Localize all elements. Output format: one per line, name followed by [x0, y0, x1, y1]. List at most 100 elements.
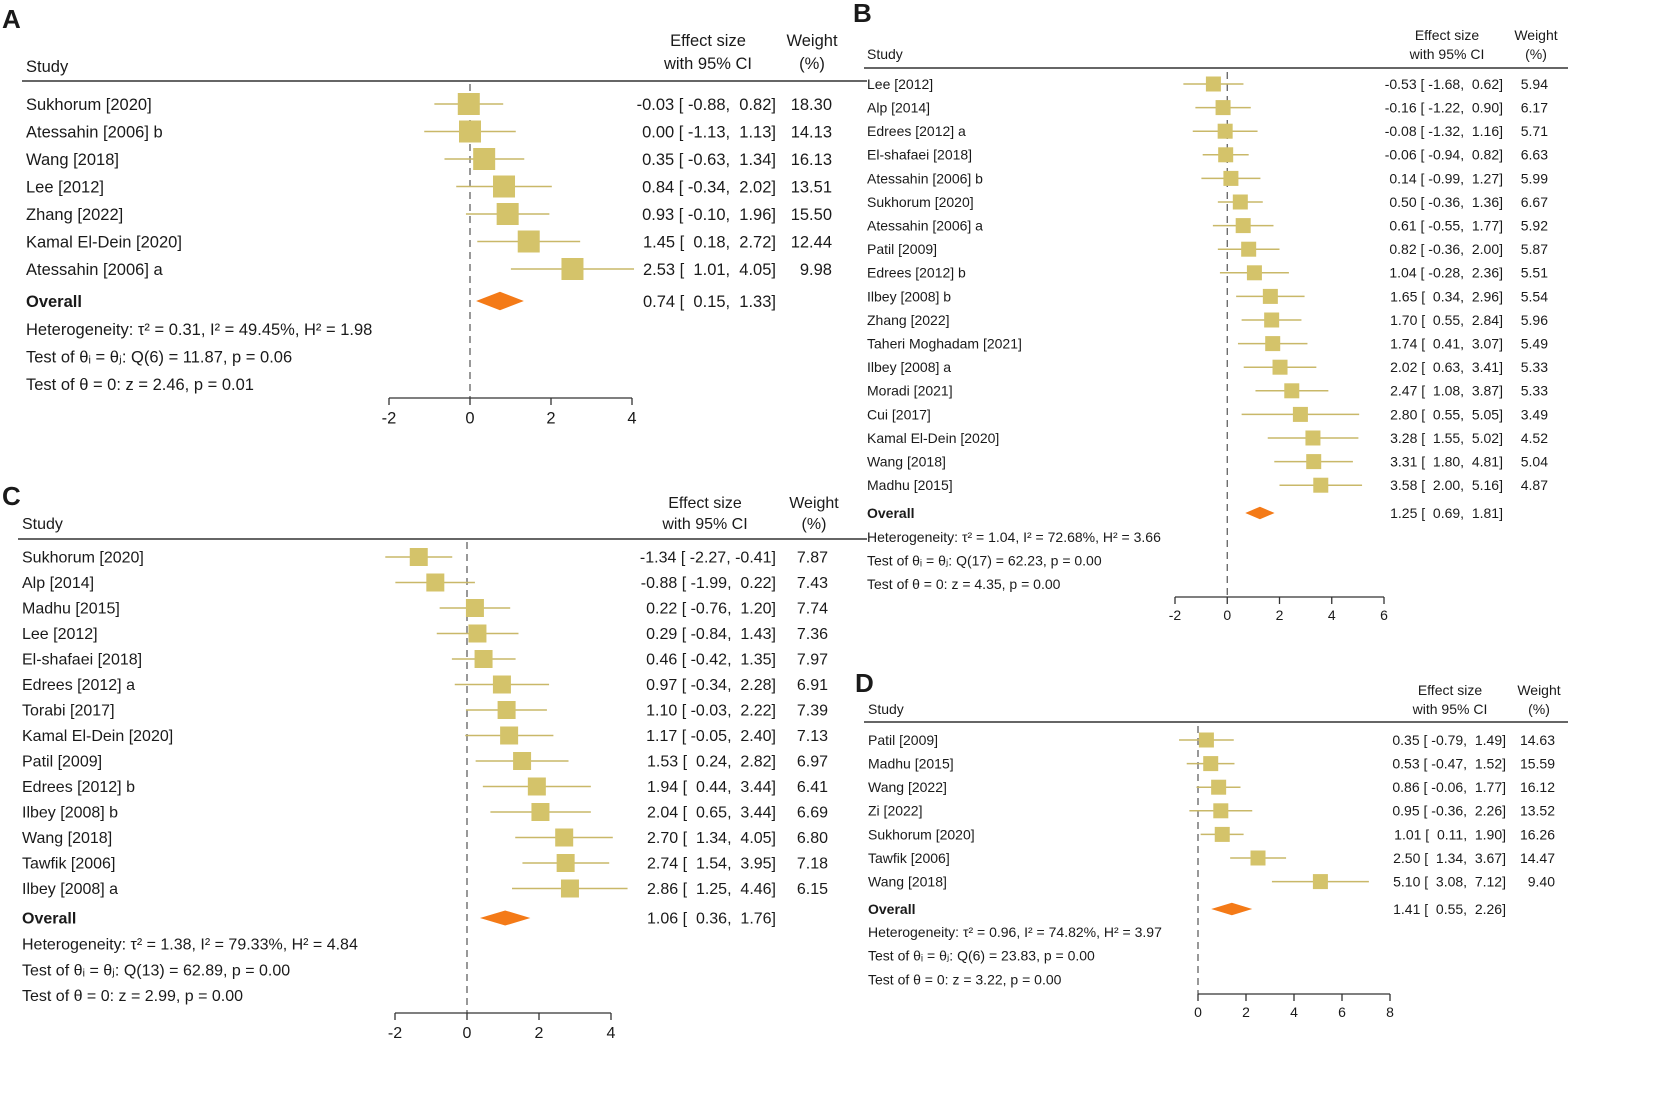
x-tick-label: 4 — [1328, 607, 1336, 623]
study-column-header: Study — [22, 516, 63, 533]
effect-size-ci-value: 0.82 [ -0.36, 2.00] — [1389, 241, 1503, 257]
effect-square — [465, 599, 484, 617]
weight-value: 7.18 — [797, 856, 828, 873]
effect-square — [1198, 732, 1214, 748]
weight-header-unit: (%) — [802, 516, 827, 533]
effect-size-ci-value: 0.14 [ -0.99, 1.27] — [1389, 170, 1503, 186]
effect-size-header: Effect size — [1418, 682, 1483, 698]
effect-square — [527, 777, 546, 796]
study-label: Edrees [2012] b — [22, 779, 135, 796]
effect-size-ci-value: -1.34 [ -2.27, -0.41] — [640, 550, 776, 567]
effect-square — [1235, 218, 1251, 234]
effect-square — [1213, 803, 1229, 819]
x-tick-label: 4 — [627, 410, 636, 428]
effect-size-ci-value: 1.04 [ -0.28, 2.36] — [1389, 265, 1503, 281]
x-tick-label: -2 — [1169, 607, 1182, 623]
overall-ci-value: 1.25 [ 0.69, 1.81] — [1390, 505, 1503, 521]
weight-header: Weight — [1517, 682, 1560, 698]
effect-square — [1313, 477, 1329, 493]
overall-diamond — [479, 910, 531, 926]
effect-size-ci-value: 1.53 [ 0.24, 2.82] — [647, 754, 776, 771]
study-label: Alp [2014] — [867, 100, 930, 116]
stats-line: Test of θᵢ = θⱼ: Q(13) = 62.89, p = 0.00 — [22, 962, 290, 979]
study-label: Edrees [2012] a — [22, 677, 135, 694]
effect-square — [1203, 756, 1219, 772]
study-label: Sukhorum [2020] — [868, 826, 975, 842]
study-label: Ilbey [2008] a — [22, 881, 118, 898]
weight-value: 5.87 — [1521, 241, 1548, 257]
weight-value: 14.47 — [1520, 850, 1555, 866]
stats-line: Heterogeneity: τ² = 0.96, I² = 74.82%, H… — [868, 924, 1162, 940]
effect-square — [500, 726, 519, 745]
weight-value: 15.50 — [791, 206, 832, 224]
study-label: Lee [2012] — [26, 178, 104, 196]
study-label: Torabi [2017] — [22, 703, 115, 720]
effect-size-ci-value: 3.58 [ 2.00, 5.16] — [1390, 477, 1503, 493]
study-label: Madhu [2015] — [868, 756, 954, 772]
weight-value: 9.98 — [800, 261, 832, 279]
overall-label: Overall — [22, 911, 76, 928]
effect-size-ci-value: 2.80 [ 0.55, 5.05] — [1390, 406, 1503, 422]
stats-line: Test of θ = 0: z = 2.46, p = 0.01 — [26, 376, 254, 394]
effect-size-ci-value: 2.50 [ 1.34, 3.67] — [1393, 850, 1506, 866]
study-label: Patil [2009] — [22, 754, 102, 771]
effect-size-ci-value: 2.02 [ 0.63, 3.41] — [1390, 359, 1503, 375]
effect-size-ci-value: -0.53 [ -1.68, 0.62] — [1385, 76, 1503, 92]
study-label: Madhu [2015] — [22, 601, 120, 618]
x-tick-label: 2 — [1276, 607, 1284, 623]
effect-square — [1284, 383, 1300, 399]
forest-plot-panel-A: A Study Effect size with 95% CI Weight (%) Suk… — [2, 4, 867, 428]
effect-square — [468, 624, 487, 643]
effect-square — [560, 879, 579, 898]
effect-size-ci-value: -0.88 [ -1.99, 0.22] — [641, 575, 776, 592]
effect-square — [492, 675, 511, 694]
effect-square — [1292, 406, 1308, 422]
study-label: Atessahin [2006] a — [26, 261, 164, 279]
effect-square — [1205, 76, 1221, 92]
weight-value: 6.67 — [1521, 194, 1548, 210]
x-tick-label: 2 — [535, 1025, 544, 1042]
panel-letter: B — [853, 0, 872, 28]
weight-header: Weight — [789, 495, 839, 512]
study-label: Sukhorum [2020] — [867, 194, 974, 210]
weight-value: 6.41 — [797, 779, 828, 796]
overall-diamond — [1245, 506, 1275, 520]
x-tick-label: -2 — [388, 1025, 402, 1042]
effect-size-header-ci: with 95% CI — [1409, 46, 1485, 62]
effect-square — [513, 752, 532, 770]
study-label: Patil [2009] — [868, 732, 938, 748]
study-label: Moradi [2021] — [867, 383, 953, 399]
weight-value: 5.04 — [1521, 454, 1548, 470]
stats-line: Test of θ = 0: z = 3.22, p = 0.00 — [868, 972, 1062, 988]
study-label: Tawfik [2006] — [22, 856, 115, 873]
effect-size-ci-value: 0.97 [ -0.34, 2.28] — [646, 677, 776, 694]
study-label: Wang [2018] — [26, 151, 119, 169]
weight-value: 12.44 — [791, 233, 832, 251]
effect-square — [1217, 123, 1233, 139]
effect-square — [517, 230, 540, 253]
study-label: Lee [2012] — [22, 626, 98, 643]
study-label: Lee [2012] — [867, 76, 933, 92]
weight-value: 15.59 — [1520, 756, 1555, 772]
effect-size-header: Effect size — [1415, 27, 1480, 43]
study-label: Edrees [2012] b — [867, 265, 966, 281]
weight-value: 3.49 — [1521, 406, 1548, 422]
effect-square — [1272, 359, 1288, 375]
effect-square — [555, 828, 574, 847]
weight-value: 16.12 — [1520, 779, 1555, 795]
x-tick-label: 2 — [1242, 1004, 1250, 1020]
weight-value: 5.92 — [1521, 218, 1548, 234]
weight-value: 7.97 — [797, 652, 828, 669]
effect-square — [496, 203, 519, 225]
overall-diamond — [476, 291, 524, 311]
effect-size-header: Effect size — [670, 32, 746, 50]
effect-size-ci-value: 3.28 [ 1.55, 5.02] — [1390, 430, 1503, 446]
effect-square — [1306, 454, 1322, 470]
study-label: Zi [2022] — [868, 803, 922, 819]
weight-value: 5.49 — [1521, 336, 1548, 352]
effect-size-header-ci: with 95% CI — [663, 55, 752, 73]
weight-value: 16.13 — [791, 151, 832, 169]
effect-square — [409, 548, 428, 566]
study-label: Kamal El-Dein [2020] — [867, 430, 999, 446]
